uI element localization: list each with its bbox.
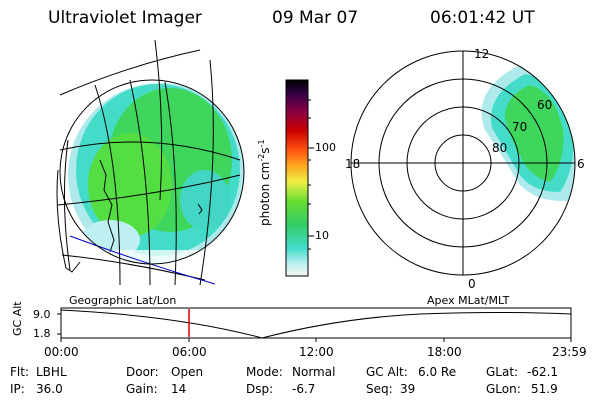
polar-aurora <box>481 65 575 201</box>
mlat-label-60: 60 <box>537 98 553 112</box>
flt-value: LBHL <box>36 365 67 379</box>
apex-label: Apex MLat/MLT <box>427 294 510 307</box>
mlat-label-80: 80 <box>492 141 508 155</box>
instrument-title: Ultraviolet Imager <box>48 8 202 28</box>
coastline <box>56 159 203 273</box>
door-value: Open <box>171 365 204 379</box>
date-label: 09 Mar 07 <box>272 8 359 28</box>
gain-label: Gain: <box>126 382 158 396</box>
seq-label: Seq: <box>366 382 393 396</box>
timeline-ytick-low: 1.8 <box>33 327 51 340</box>
timeline-xtick: 00:00 <box>44 345 79 359</box>
mlt-label-12: 12 <box>474 47 490 61</box>
glat-label: GLat: <box>486 365 519 379</box>
colorbar-unit-label: photon cm-2s-1 <box>257 139 272 226</box>
timeline-ylabel: GC Alt <box>11 301 24 336</box>
mlt-label-18: 18 <box>345 157 361 171</box>
seq-value: 39 <box>400 382 416 396</box>
colorbar-tick-100: 100 <box>315 141 336 154</box>
gcalt-value: 6.0 Re <box>418 365 457 379</box>
colorbar-ticks <box>308 99 314 250</box>
timeline-xtick: 06:00 <box>172 345 207 359</box>
mlat-label-70: 70 <box>512 120 528 134</box>
ip-value: 36.0 <box>36 382 63 396</box>
earth-limb <box>59 79 245 265</box>
polar-grid <box>350 50 576 276</box>
geo-grid <box>57 39 241 286</box>
glon-label: GLon: <box>486 382 521 396</box>
earth-image <box>60 80 244 264</box>
time-label: 06:01:42 UT <box>430 8 535 28</box>
timeline-ytick-high: 9.0 <box>33 308 51 321</box>
dsp-value: -6.7 <box>292 382 316 396</box>
mode-value: Normal <box>292 365 336 379</box>
mlt-label-0: 0 <box>468 277 476 291</box>
mlt-label-6: 6 <box>577 157 585 171</box>
glon-value: 51.9 <box>531 382 558 396</box>
geographic-label: Geographic Lat/Lon <box>69 294 177 307</box>
dsp-label: Dsp: <box>246 382 274 396</box>
coastline-blue <box>69 235 216 285</box>
door-label: Door: <box>126 365 159 379</box>
colorbar-tick-10: 10 <box>315 229 329 242</box>
flt-label: Flt: <box>10 365 29 379</box>
colorbar <box>285 79 309 277</box>
mode-label: Mode: <box>246 365 283 379</box>
glat-value: -62.1 <box>527 365 559 379</box>
altitude-timeline <box>57 307 572 342</box>
gain-value: 14 <box>171 382 187 396</box>
timeline-xtick: 18:00 <box>427 345 462 359</box>
timeline-xtick: 12:00 <box>299 345 334 359</box>
gcalt-label: GC Alt: <box>366 365 408 379</box>
ip-label: IP: <box>10 382 25 396</box>
timeline-xtick: 23:59 <box>552 345 587 359</box>
